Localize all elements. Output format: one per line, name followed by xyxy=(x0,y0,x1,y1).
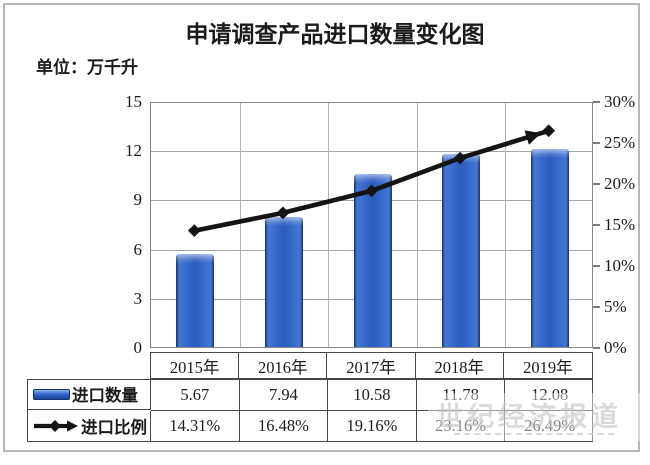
plot-area xyxy=(150,102,593,348)
table-value-cell: 11.78 xyxy=(416,379,506,411)
category-label: 2016年 xyxy=(239,353,328,378)
data-point-marker-2018年 xyxy=(453,151,467,165)
right-axis-tick: 5% xyxy=(604,297,627,316)
grid-line-v xyxy=(239,103,241,347)
bar-2017年 xyxy=(353,173,392,347)
right-axis-tick: 25% xyxy=(604,133,636,152)
category-label: 2018年 xyxy=(416,353,504,378)
table-value-cell: 12.08 xyxy=(505,380,594,411)
bar-2016年 xyxy=(264,216,303,347)
axis-tick-mark xyxy=(593,347,600,349)
table-value-cell: 23.16% xyxy=(417,410,506,441)
grid-line-v xyxy=(416,103,418,347)
right-axis-tick: 20% xyxy=(604,174,636,193)
table-value-cell: 26.49% xyxy=(524,415,576,435)
arrowhead-icon xyxy=(524,130,542,145)
category-label: 2017年 xyxy=(327,353,416,378)
left-axis-tick: 0 xyxy=(133,338,143,357)
data-point-marker-2016年 xyxy=(276,206,290,220)
legend-cell-bars: 进口数量 xyxy=(28,379,151,410)
table-value-cell: 16.48% xyxy=(240,410,329,441)
legend-bar-swatch xyxy=(33,388,70,400)
grid-line-v xyxy=(328,103,330,347)
data-point-marker-2017年 xyxy=(365,184,378,198)
table-value-cell: 19.16% xyxy=(328,410,417,441)
axis-tick-mark xyxy=(593,101,600,103)
right-axis-tick: 15% xyxy=(604,215,636,234)
unit-label: 单位：万千升 xyxy=(36,58,138,78)
bar-2019年 xyxy=(530,148,569,347)
legend-label: 进口比例 xyxy=(81,417,147,437)
chart-title: 申请调查产品进口数量变化图 xyxy=(185,22,485,48)
left-axis-tick: 9 xyxy=(133,190,143,210)
data-point-marker-2019年 xyxy=(542,124,556,138)
axis-tick-mark xyxy=(593,224,600,226)
axis-tick-mark xyxy=(593,265,600,267)
line-path xyxy=(193,128,550,233)
left-axis-tick: 12 xyxy=(125,141,142,161)
axis-tick-mark xyxy=(593,142,600,144)
right-axis-tick: 30% xyxy=(604,92,636,111)
data-table: 进口数量 5.67 7.94 10.58 11.78 12.08 进口比例 14.31% 16.… xyxy=(27,378,594,442)
table-value-cell: 5.67 xyxy=(151,379,240,411)
left-axis-tick: 3 xyxy=(133,288,143,308)
category-label: 2015年 xyxy=(151,353,240,378)
bar-2018年 xyxy=(442,153,481,347)
category-label: 2019年 xyxy=(523,357,573,377)
category-axis-row: 2015年 2016年 2017年 2018年 2019年 xyxy=(150,352,593,379)
grid-line-h xyxy=(151,151,592,153)
table-value-cell: 14.31% xyxy=(151,410,240,441)
right-axis-tick: 0% xyxy=(604,338,627,357)
legend-cell-line: 进口比例 xyxy=(28,410,151,441)
bar-2015年 xyxy=(176,254,215,347)
table-value-cell: 10.58 xyxy=(328,379,417,411)
data-point-marker-2015年 xyxy=(187,224,201,238)
grid-line-v xyxy=(505,103,507,347)
left-axis-tick: 15 xyxy=(125,92,142,111)
outer-frame xyxy=(3,3,640,452)
axis-tick-mark xyxy=(593,183,600,185)
legend-label: 进口数量 xyxy=(72,386,138,405)
trend-line xyxy=(187,124,556,238)
table-value-cell: 7.94 xyxy=(239,379,329,411)
left-axis-tick: 6 xyxy=(133,239,143,259)
legend-line-swatch xyxy=(34,419,78,432)
right-axis-tick: 10% xyxy=(604,256,636,275)
axis-tick-mark xyxy=(593,306,600,308)
